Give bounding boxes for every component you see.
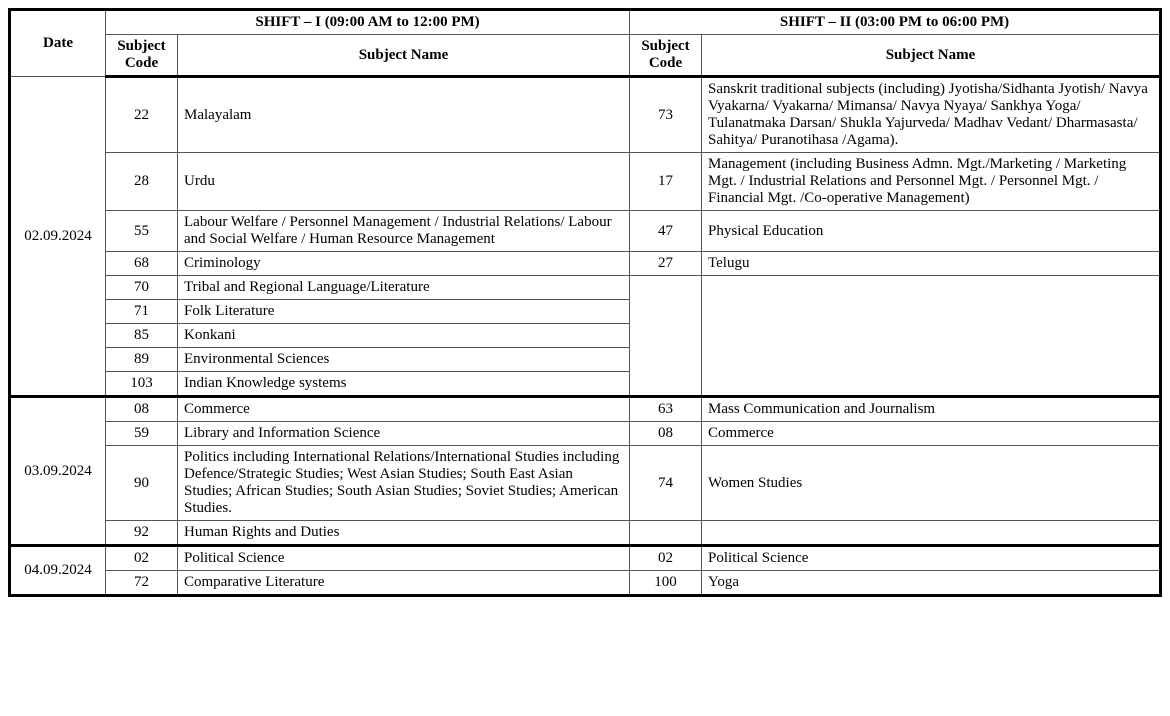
subject-code: 55 [106,211,178,252]
header-subject-name-2: Subject Name [702,35,1161,77]
table-row: 55 Labour Welfare / Personnel Management… [10,211,1161,252]
subject-code: 85 [106,324,178,348]
header-date: Date [10,10,106,77]
subject-name: Women Studies [702,446,1161,521]
empty-cell [702,276,1161,397]
subject-code: 17 [630,153,702,211]
subject-code: 28 [106,153,178,211]
subject-code: 27 [630,252,702,276]
subject-name: Urdu [178,153,630,211]
table-row: 72 Comparative Literature 100 Yoga [10,571,1161,596]
header-shift2: SHIFT – II (03:00 PM to 06:00 PM) [630,10,1161,35]
subject-code: 100 [630,571,702,596]
subject-code: 72 [106,571,178,596]
subject-name: Mass Communication and Journalism [702,397,1161,422]
date-cell: 03.09.2024 [10,397,106,546]
subject-code: 74 [630,446,702,521]
subject-name: Human Rights and Duties [178,521,630,546]
header-subject-code-1: Subject Code [106,35,178,77]
subject-name: Telugu [702,252,1161,276]
table-row: 59 Library and Information Science 08 Co… [10,422,1161,446]
empty-cell [702,521,1161,546]
subject-code: 02 [106,546,178,571]
subject-code: 59 [106,422,178,446]
empty-cell [630,521,702,546]
subject-code: 71 [106,300,178,324]
subject-code: 92 [106,521,178,546]
subject-code: 90 [106,446,178,521]
subject-name: Commerce [702,422,1161,446]
subject-name: Management (including Business Admn. Mgt… [702,153,1161,211]
header-row-1: Date SHIFT – I (09:00 AM to 12:00 PM) SH… [10,10,1161,35]
subject-name: Comparative Literature [178,571,630,596]
subject-code: 70 [106,276,178,300]
header-subject-code-2: Subject Code [630,35,702,77]
subject-code: 08 [630,422,702,446]
subject-name: Sanskrit traditional subjects (including… [702,77,1161,153]
table-row: 68 Criminology 27 Telugu [10,252,1161,276]
subject-name: Criminology [178,252,630,276]
table-row: 02.09.2024 22 Malayalam 73 Sanskrit trad… [10,77,1161,153]
subject-name: Environmental Sciences [178,348,630,372]
subject-code: 22 [106,77,178,153]
schedule-table: Date SHIFT – I (09:00 AM to 12:00 PM) SH… [8,8,1162,597]
subject-code: 103 [106,372,178,397]
date-cell: 04.09.2024 [10,546,106,596]
table-row: 28 Urdu 17 Management (including Busines… [10,153,1161,211]
table-row: 70 Tribal and Regional Language/Literatu… [10,276,1161,300]
subject-name: Political Science [178,546,630,571]
header-row-2: Subject Code Subject Name Subject Code S… [10,35,1161,77]
header-subject-name-1: Subject Name [178,35,630,77]
date-cell: 02.09.2024 [10,77,106,397]
header-shift1: SHIFT – I (09:00 AM to 12:00 PM) [106,10,630,35]
subject-name: Political Science [702,546,1161,571]
subject-name: Library and Information Science [178,422,630,446]
subject-code: 68 [106,252,178,276]
subject-name: Indian Knowledge systems [178,372,630,397]
subject-name: Labour Welfare / Personnel Management / … [178,211,630,252]
table-row: 04.09.2024 02 Political Science 02 Polit… [10,546,1161,571]
table-row: 90 Politics including International Rela… [10,446,1161,521]
subject-code: 08 [106,397,178,422]
table-row: 03.09.2024 08 Commerce 63 Mass Communica… [10,397,1161,422]
subject-code: 89 [106,348,178,372]
subject-code: 63 [630,397,702,422]
subject-name: Tribal and Regional Language/Literature [178,276,630,300]
subject-code: 47 [630,211,702,252]
subject-name: Physical Education [702,211,1161,252]
subject-name: Politics including International Relatio… [178,446,630,521]
subject-code: 73 [630,77,702,153]
subject-code: 02 [630,546,702,571]
subject-name: Folk Literature [178,300,630,324]
subject-name: Yoga [702,571,1161,596]
table-row: 92 Human Rights and Duties [10,521,1161,546]
empty-cell [630,276,702,397]
subject-name: Malayalam [178,77,630,153]
subject-name: Konkani [178,324,630,348]
subject-name: Commerce [178,397,630,422]
